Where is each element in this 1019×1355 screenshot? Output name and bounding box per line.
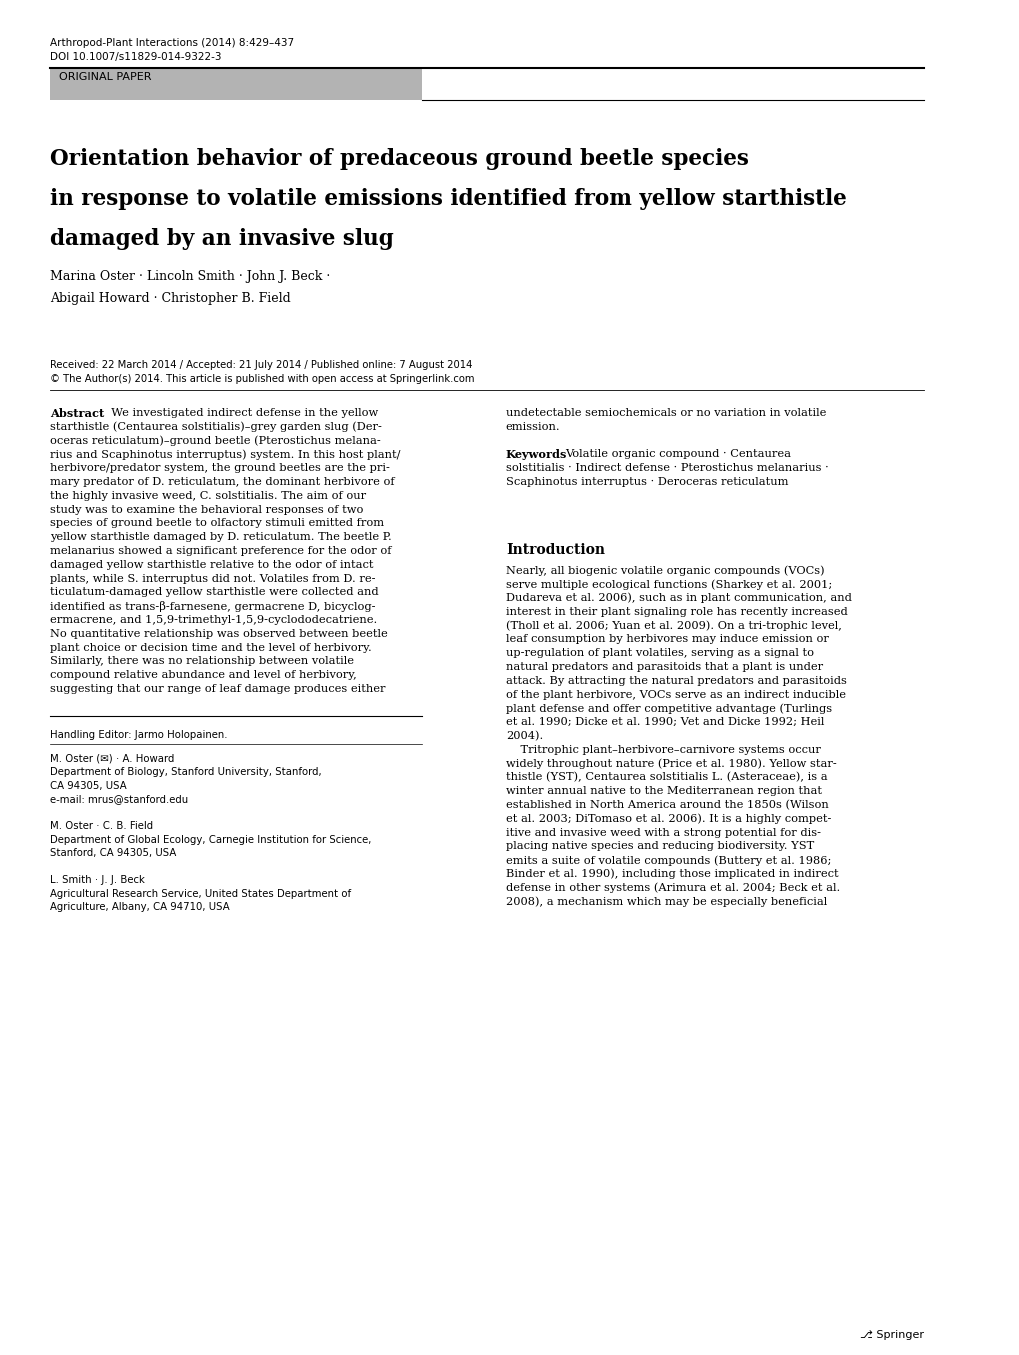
Text: widely throughout nature (Price et al. 1980). Yellow star-: widely throughout nature (Price et al. 1…: [505, 759, 836, 770]
Text: serve multiple ecological functions (Sharkey et al. 2001;: serve multiple ecological functions (Sha…: [505, 579, 832, 589]
Text: the highly invasive weed, C. solstitialis. The aim of our: the highly invasive weed, C. solstitiali…: [50, 491, 366, 501]
Text: Marina Oster · Lincoln Smith · John J. Beck ·: Marina Oster · Lincoln Smith · John J. B…: [50, 270, 329, 283]
Text: melanarius showed a significant preference for the odor of: melanarius showed a significant preferen…: [50, 546, 390, 556]
Text: Stanford, CA 94305, USA: Stanford, CA 94305, USA: [50, 848, 175, 858]
Text: rius and Scaphinotus interruptus) system. In this host plant/: rius and Scaphinotus interruptus) system…: [50, 450, 399, 459]
Text: Nearly, all biogenic volatile organic compounds (VOCs): Nearly, all biogenic volatile organic co…: [505, 565, 823, 576]
Text: leaf consumption by herbivores may induce emission or: leaf consumption by herbivores may induc…: [505, 634, 827, 644]
Text: Handling Editor: Jarmo Holopainen.: Handling Editor: Jarmo Holopainen.: [50, 730, 227, 740]
Bar: [50, 68, 422, 100]
Text: Scaphinotus interruptus · Deroceras reticulatum: Scaphinotus interruptus · Deroceras reti…: [505, 477, 788, 486]
Text: L. Smith · J. J. Beck: L. Smith · J. J. Beck: [50, 875, 145, 885]
Text: identified as trans-β-farnesene, germacrene D, bicyclog-: identified as trans-β-farnesene, germacr…: [50, 602, 375, 612]
Text: placing native species and reducing biodiversity. YST: placing native species and reducing biod…: [505, 841, 813, 851]
Text: established in North America around the 1850s (Wilson: established in North America around the …: [505, 799, 827, 810]
Text: Binder et al. 1990), including those implicated in indirect: Binder et al. 1990), including those imp…: [505, 869, 838, 879]
Text: (Tholl et al. 2006; Yuan et al. 2009). On a tri-trophic level,: (Tholl et al. 2006; Yuan et al. 2009). O…: [505, 621, 841, 631]
Text: damaged yellow starthistle relative to the odor of intact: damaged yellow starthistle relative to t…: [50, 560, 373, 570]
Text: Received: 22 March 2014 / Accepted: 21 July 2014 / Published online: 7 August 20: Received: 22 March 2014 / Accepted: 21 J…: [50, 360, 472, 370]
Text: emission.: emission.: [505, 421, 559, 432]
Text: plant choice or decision time and the level of herbivory.: plant choice or decision time and the le…: [50, 642, 371, 653]
Text: plant defense and offer competitive advantage (Turlings: plant defense and offer competitive adva…: [505, 703, 832, 714]
Text: herbivore/predator system, the ground beetles are the pri-: herbivore/predator system, the ground be…: [50, 463, 389, 473]
Text: Arthropod-Plant Interactions (2014) 8:429–437: Arthropod-Plant Interactions (2014) 8:42…: [50, 38, 293, 47]
Text: plants, while S. interruptus did not. Volatiles from D. re-: plants, while S. interruptus did not. Vo…: [50, 573, 375, 584]
Text: ermacrene, and 1,5,9-trimethyl-1,5,9-cyclododecatriene.: ermacrene, and 1,5,9-trimethyl-1,5,9-cyc…: [50, 615, 376, 625]
Text: yellow starthistle damaged by D. reticulatum. The beetle P.: yellow starthistle damaged by D. reticul…: [50, 533, 391, 542]
Text: interest in their plant signaling role has recently increased: interest in their plant signaling role h…: [505, 607, 847, 617]
Text: M. Oster · C. B. Field: M. Oster · C. B. Field: [50, 821, 153, 832]
Text: in response to volatile emissions identified from yellow starthistle: in response to volatile emissions identi…: [50, 188, 846, 210]
Text: ORIGINAL PAPER: ORIGINAL PAPER: [59, 72, 152, 83]
Text: Abigail Howard · Christopher B. Field: Abigail Howard · Christopher B. Field: [50, 291, 290, 305]
Text: 2008), a mechanism which may be especially beneficial: 2008), a mechanism which may be especial…: [505, 897, 826, 906]
Text: attack. By attracting the natural predators and parasitoids: attack. By attracting the natural predat…: [505, 676, 846, 686]
Text: et al. 1990; Dicke et al. 1990; Vet and Dicke 1992; Heil: et al. 1990; Dicke et al. 1990; Vet and …: [505, 717, 823, 728]
Text: solstitialis · Indirect defense · Pterostichus melanarius ·: solstitialis · Indirect defense · Pteros…: [505, 463, 827, 473]
Text: We investigated indirect defense in the yellow: We investigated indirect defense in the …: [104, 408, 378, 417]
Text: Department of Biology, Stanford University, Stanford,: Department of Biology, Stanford Universi…: [50, 767, 321, 778]
Text: Tritrophic plant–herbivore–carnivore systems occur: Tritrophic plant–herbivore–carnivore sys…: [505, 745, 820, 755]
Text: Agricultural Research Service, United States Department of: Agricultural Research Service, United St…: [50, 889, 351, 898]
Text: No quantitative relationship was observed between beetle: No quantitative relationship was observe…: [50, 629, 387, 638]
Text: of the plant herbivore, VOCs serve as an indirect inducible: of the plant herbivore, VOCs serve as an…: [505, 690, 845, 699]
Text: mary predator of D. reticulatum, the dominant herbivore of: mary predator of D. reticulatum, the dom…: [50, 477, 394, 486]
Text: Introduction: Introduction: [505, 543, 604, 557]
Text: damaged by an invasive slug: damaged by an invasive slug: [50, 228, 393, 251]
Text: suggesting that our range of leaf damage produces either: suggesting that our range of leaf damage…: [50, 684, 385, 694]
Text: undetectable semiochemicals or no variation in volatile: undetectable semiochemicals or no variat…: [505, 408, 825, 417]
Text: winter annual native to the Mediterranean region that: winter annual native to the Mediterranea…: [505, 786, 821, 797]
Text: 2004).: 2004).: [505, 730, 542, 741]
Text: © The Author(s) 2014. This article is published with open access at Springerlink: © The Author(s) 2014. This article is pu…: [50, 374, 474, 383]
Text: up-regulation of plant volatiles, serving as a signal to: up-regulation of plant volatiles, servin…: [505, 648, 813, 659]
Text: DOI 10.1007/s11829-014-9322-3: DOI 10.1007/s11829-014-9322-3: [50, 51, 221, 62]
Text: Department of Global Ecology, Carnegie Institution for Science,: Department of Global Ecology, Carnegie I…: [50, 835, 371, 844]
Text: species of ground beetle to olfactory stimuli emitted from: species of ground beetle to olfactory st…: [50, 519, 383, 528]
Text: itive and invasive weed with a strong potential for dis-: itive and invasive weed with a strong po…: [505, 828, 820, 837]
Text: natural predators and parasitoids that a plant is under: natural predators and parasitoids that a…: [505, 661, 822, 672]
Text: CA 94305, USA: CA 94305, USA: [50, 780, 126, 791]
Text: Abstract: Abstract: [50, 408, 104, 419]
Text: ⎇ Springer: ⎇ Springer: [859, 1331, 923, 1340]
Text: Volatile organic compound · Centaurea: Volatile organic compound · Centaurea: [565, 450, 790, 459]
Text: et al. 2003; DiTomaso et al. 2006). It is a highly compet-: et al. 2003; DiTomaso et al. 2006). It i…: [505, 814, 830, 824]
Text: Dudareva et al. 2006), such as in plant communication, and: Dudareva et al. 2006), such as in plant …: [505, 593, 851, 603]
Text: oceras reticulatum)–ground beetle (Pterostichus melana-: oceras reticulatum)–ground beetle (Ptero…: [50, 435, 380, 446]
Text: Keywords: Keywords: [505, 450, 567, 461]
Text: Agriculture, Albany, CA 94710, USA: Agriculture, Albany, CA 94710, USA: [50, 902, 229, 912]
Text: defense in other systems (Arimura et al. 2004; Beck et al.: defense in other systems (Arimura et al.…: [505, 882, 840, 893]
Text: ticulatum-damaged yellow starthistle were collected and: ticulatum-damaged yellow starthistle wer…: [50, 588, 378, 598]
Text: Orientation behavior of predaceous ground beetle species: Orientation behavior of predaceous groun…: [50, 148, 748, 169]
Text: starthistle (Centaurea solstitialis)–grey garden slug (Der-: starthistle (Centaurea solstitialis)–gre…: [50, 421, 381, 432]
Text: study was to examine the behavioral responses of two: study was to examine the behavioral resp…: [50, 504, 363, 515]
Text: e-mail: mrus@stanford.edu: e-mail: mrus@stanford.edu: [50, 794, 187, 805]
Text: emits a suite of volatile compounds (Buttery et al. 1986;: emits a suite of volatile compounds (But…: [505, 855, 830, 866]
Text: thistle (YST), Centaurea solstitialis L. (Asteraceae), is a: thistle (YST), Centaurea solstitialis L.…: [505, 772, 826, 783]
Text: Similarly, there was no relationship between volatile: Similarly, there was no relationship bet…: [50, 656, 354, 667]
Text: M. Oster (✉) · A. Howard: M. Oster (✉) · A. Howard: [50, 753, 174, 764]
Text: compound relative abundance and level of herbivory,: compound relative abundance and level of…: [50, 671, 356, 680]
